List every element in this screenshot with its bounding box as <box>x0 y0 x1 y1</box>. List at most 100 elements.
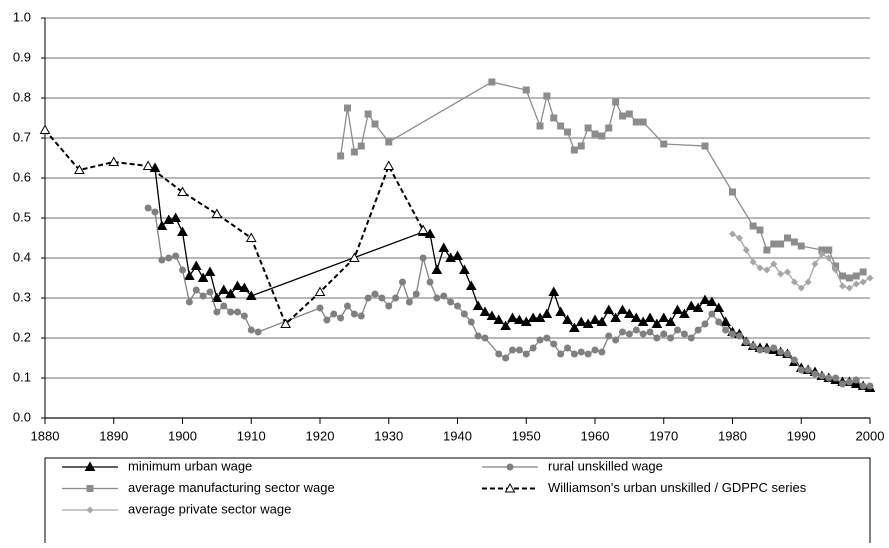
data-point <box>859 382 867 390</box>
data-point <box>465 280 477 290</box>
data-point <box>692 302 704 312</box>
data-point <box>177 226 188 236</box>
legend-marker <box>84 461 96 471</box>
data-point <box>383 160 395 170</box>
data-point <box>859 278 867 286</box>
data-point <box>845 274 853 282</box>
data-point <box>280 318 291 328</box>
data-point <box>651 318 663 328</box>
data-point <box>722 326 730 334</box>
data-point <box>543 334 551 342</box>
data-point <box>541 308 553 318</box>
data-point <box>660 140 668 148</box>
y-tick-label: 0.4 <box>13 249 31 264</box>
data-point <box>378 294 386 302</box>
data-point <box>749 258 757 266</box>
data-point <box>562 314 573 324</box>
data-point <box>845 378 853 386</box>
legend-label: rural unskilled wage <box>548 458 663 473</box>
data-point <box>784 234 791 242</box>
x-tick-label: 2000 <box>856 428 885 443</box>
legend-marker <box>86 485 94 492</box>
legend-label: minimum urban wage <box>128 458 252 473</box>
data-point <box>866 274 874 282</box>
data-point <box>472 300 484 310</box>
data-point <box>245 232 257 242</box>
data-point <box>481 334 489 342</box>
data-point <box>770 260 778 268</box>
data-point <box>646 328 654 336</box>
data-point <box>804 366 812 374</box>
data-point <box>735 332 743 340</box>
data-point <box>405 298 413 306</box>
data-point <box>584 124 592 132</box>
data-point <box>239 282 250 292</box>
data-point <box>852 280 860 288</box>
data-point <box>708 310 716 318</box>
data-point <box>619 328 626 336</box>
data-point <box>509 346 516 354</box>
data-point <box>527 312 539 322</box>
data-point <box>701 320 709 328</box>
series-line <box>339 81 864 279</box>
data-point <box>557 350 565 358</box>
legend-box <box>44 457 871 548</box>
data-point <box>550 114 558 122</box>
data-point <box>687 334 695 342</box>
data-point <box>495 350 503 358</box>
data-point <box>672 304 683 314</box>
y-tick-label: 0.6 <box>13 169 31 184</box>
legend-label: Williamson's urban unskilled / GDPPC ser… <box>548 480 807 495</box>
data-point <box>330 310 338 318</box>
data-point <box>839 272 846 280</box>
data-point <box>213 308 221 316</box>
data-point <box>433 294 441 302</box>
data-point <box>569 322 580 332</box>
data-point <box>225 288 236 298</box>
data-point <box>522 86 530 94</box>
x-tick-label: 1900 <box>168 428 197 443</box>
data-point <box>706 296 718 306</box>
data-point <box>177 186 188 196</box>
data-point <box>735 234 743 242</box>
data-point <box>665 316 676 326</box>
data-point <box>467 318 475 326</box>
data-point <box>170 212 181 222</box>
data-point <box>589 314 601 324</box>
data-point <box>151 208 159 216</box>
data-point <box>479 306 491 316</box>
data-point <box>570 350 578 358</box>
data-point <box>667 334 675 342</box>
data-point <box>220 302 228 310</box>
data-point <box>357 142 365 150</box>
data-point <box>598 348 606 356</box>
data-point <box>699 294 711 304</box>
data-point <box>385 138 393 146</box>
data-point <box>172 252 180 260</box>
data-point <box>797 366 805 374</box>
data-point <box>610 312 621 322</box>
data-point <box>550 340 558 348</box>
data-point <box>742 338 750 346</box>
data-point <box>218 284 230 294</box>
data-point <box>845 284 853 292</box>
data-point <box>694 326 702 334</box>
data-point <box>729 330 736 338</box>
legend-label: average private sector wage <box>128 501 291 516</box>
data-point <box>577 348 585 356</box>
data-point <box>804 278 812 286</box>
data-point <box>777 240 785 248</box>
data-point <box>536 336 544 344</box>
x-tick-label: 1950 <box>512 428 541 443</box>
data-point <box>399 278 406 286</box>
data-point <box>314 286 326 296</box>
data-point <box>612 98 620 106</box>
data-point <box>591 130 599 138</box>
data-point <box>142 160 154 170</box>
x-tick-label: 1930 <box>374 428 403 443</box>
data-point <box>211 208 223 218</box>
data-point <box>385 302 393 310</box>
data-point <box>234 308 241 316</box>
data-point <box>839 380 846 388</box>
data-point <box>144 204 152 212</box>
